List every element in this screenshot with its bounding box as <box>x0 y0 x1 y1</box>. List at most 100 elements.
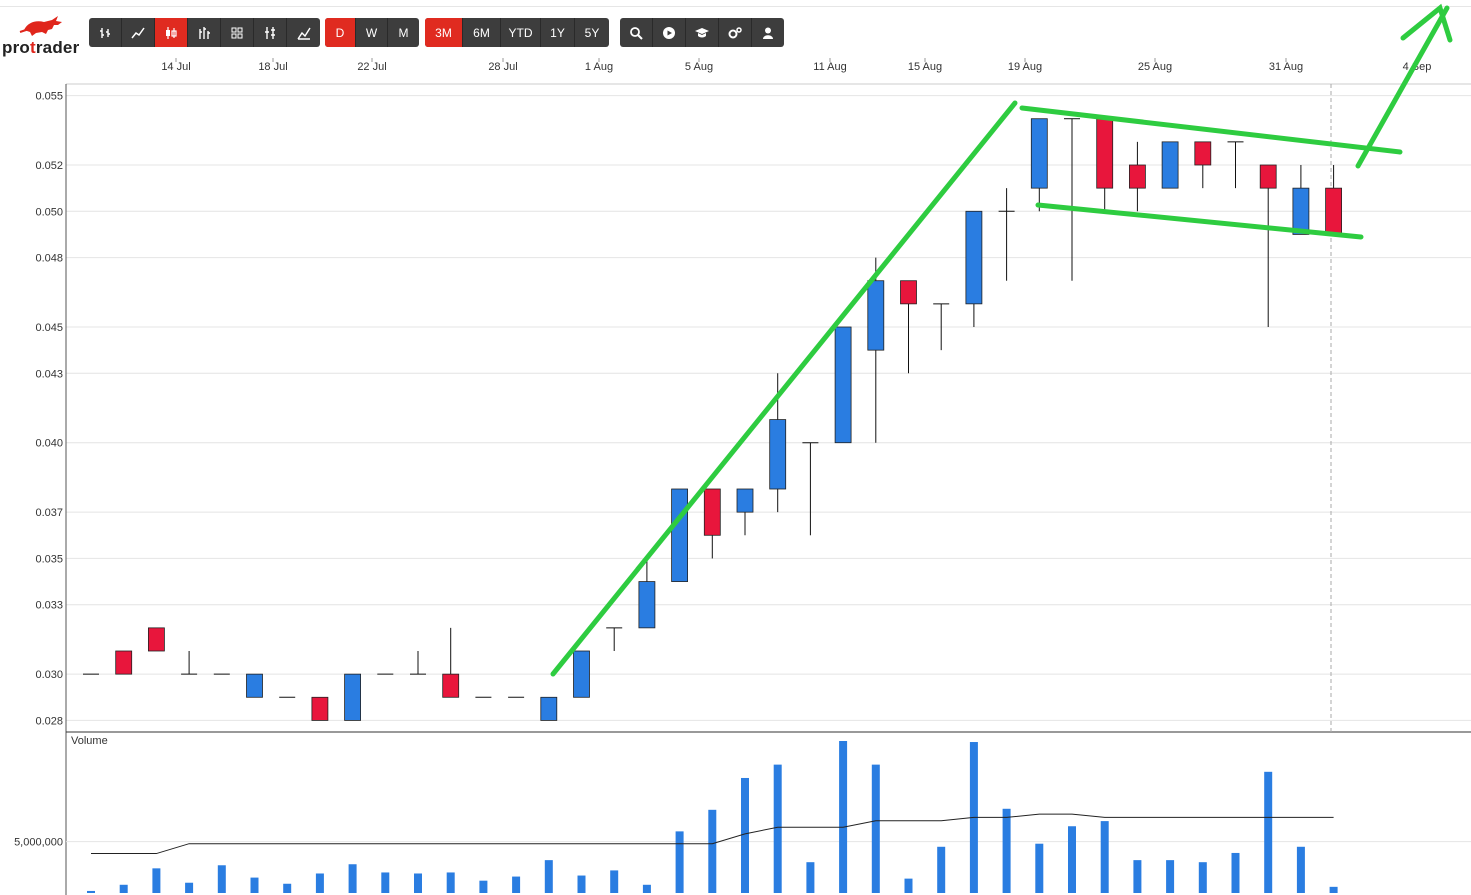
candle <box>900 280 917 374</box>
volume-average-line <box>91 813 1334 855</box>
hlc-button[interactable] <box>188 18 221 47</box>
candle-body-down <box>311 696 329 721</box>
volume-bar <box>479 880 488 893</box>
volume-bar <box>414 873 422 893</box>
volume-bar <box>152 868 161 893</box>
y-tick-label: 0.040 <box>35 438 63 450</box>
range-6m-button[interactable]: 6M <box>463 18 501 47</box>
account-button[interactable] <box>752 18 784 47</box>
volume-bar <box>544 860 553 893</box>
volume-bar <box>741 777 749 893</box>
volume-bar <box>937 846 946 893</box>
volume-bar <box>839 741 848 893</box>
mountain-icon <box>296 27 311 40</box>
candle-body-down <box>1194 141 1212 166</box>
play-icon <box>663 26 675 39</box>
range-toolbar: 3M 6M YTD 1Y 5Y <box>425 18 609 47</box>
candle-body-up <box>1030 118 1048 189</box>
candle-body-up <box>671 488 688 582</box>
trend-annotations <box>550 3 1453 677</box>
candle <box>147 627 165 652</box>
volume-bar <box>283 883 292 893</box>
search-button[interactable] <box>620 18 653 47</box>
breakout-arrow-shaft <box>1355 5 1450 169</box>
renko-button[interactable] <box>254 18 287 47</box>
candle <box>965 210 983 327</box>
candle-body-down <box>900 280 917 305</box>
candle-body-up <box>344 673 362 721</box>
volume-bar <box>348 864 357 893</box>
volume-bar <box>1198 862 1207 893</box>
candle <box>311 696 329 721</box>
ohlc-button[interactable] <box>89 18 122 47</box>
candle <box>671 488 688 582</box>
volume-bar <box>315 873 324 893</box>
interval-m-button[interactable]: M <box>398 25 409 40</box>
y-tick-label: 0.045 <box>35 322 63 334</box>
volume-bar <box>577 875 586 893</box>
range-3m-button[interactable]: 3M <box>425 18 463 47</box>
x-tick-label: 14 Jul <box>161 61 190 73</box>
candle <box>638 558 656 629</box>
candle-body-up <box>1292 187 1310 235</box>
renko-icon <box>265 26 275 39</box>
candle <box>573 650 590 698</box>
x-tick-label: 25 Aug <box>1138 61 1172 73</box>
volume-label: Volume <box>71 735 108 747</box>
candle <box>1194 141 1212 189</box>
candle-body-up <box>540 696 558 721</box>
x-tick-label: 31 Aug <box>1269 61 1303 73</box>
candle <box>1259 164 1277 327</box>
x-tick-label: 5 Aug <box>685 61 713 73</box>
y-tick-label: 0.050 <box>35 206 63 218</box>
volume-bar <box>610 870 619 893</box>
candlestick-icon <box>166 26 177 39</box>
volume-bar <box>1231 852 1240 893</box>
chart-type-toolbar <box>89 18 320 47</box>
y-tick-label: 0.043 <box>35 368 63 380</box>
bull-icon <box>19 16 62 36</box>
heikin-ashi-button[interactable] <box>221 18 254 47</box>
education-button[interactable] <box>686 18 719 47</box>
volume-bar <box>87 890 95 893</box>
x-tick-label: 22 Jul <box>357 61 386 73</box>
range-ytd-button[interactable]: YTD <box>501 18 541 47</box>
ohlc-icon <box>100 27 110 38</box>
volume-bar <box>1002 808 1011 893</box>
tools-toolbar <box>620 18 784 47</box>
hlc-icon <box>199 26 210 39</box>
range-5y-button[interactable]: 5Y <box>584 25 600 40</box>
volume-bar <box>1296 846 1305 893</box>
candle <box>246 673 263 698</box>
range-1y-button[interactable]: 1Y <box>541 18 575 47</box>
mountain-button[interactable] <box>287 18 320 47</box>
candlestick-button[interactable] <box>155 18 188 47</box>
volume-bar <box>1068 826 1076 893</box>
candle-body-down <box>1325 187 1342 235</box>
interval-w-button[interactable]: W <box>356 18 388 47</box>
candle-body-down <box>115 650 133 675</box>
candle-body-up <box>965 210 983 305</box>
candle <box>1325 165 1342 235</box>
candle-body-up <box>573 650 590 698</box>
settings-button[interactable] <box>719 18 752 47</box>
interval-toolbar: D W M <box>325 18 419 47</box>
y-tick-label: 0.037 <box>35 507 63 519</box>
play-button[interactable] <box>653 18 686 47</box>
candle <box>736 488 754 536</box>
candle <box>1030 118 1048 212</box>
candle-body-up <box>638 581 656 629</box>
candle <box>540 696 558 721</box>
line-chart-button[interactable] <box>122 18 155 47</box>
candle <box>998 188 1015 281</box>
protrader-logo: protrader <box>2 12 82 57</box>
y-tick-label: 0.052 <box>35 160 63 172</box>
candle <box>1129 141 1146 212</box>
volume-bar <box>1035 843 1044 893</box>
candle-body-down <box>1259 164 1277 189</box>
volume-bar <box>773 764 782 893</box>
volume-bar <box>250 877 259 893</box>
x-tick-label: 11 Aug <box>813 61 846 73</box>
interval-d-button[interactable]: D <box>325 18 356 47</box>
